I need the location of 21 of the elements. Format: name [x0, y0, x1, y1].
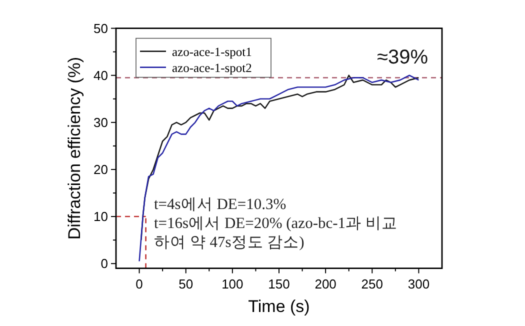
- annotation: t=16s에서 DE=20% (azo-bc-1과 비교: [154, 215, 398, 232]
- y-axis-title: Diffraction efficiency (%): [65, 56, 84, 240]
- legend-label: azo-ace-1-spot2: [172, 60, 252, 75]
- x-axis-title: Time (s): [248, 297, 310, 316]
- y-tick-label: 20: [94, 162, 108, 177]
- x-tick-label: 250: [361, 276, 383, 292]
- x-tick-label: 0: [136, 276, 143, 292]
- annotation: t=4s에서 DE=10.3%: [154, 196, 286, 213]
- y-tick-label: 10: [94, 209, 108, 224]
- y-tick-label: 50: [94, 20, 108, 36]
- y-tick-label: 30: [94, 114, 108, 130]
- y-tick-label: 40: [94, 68, 108, 83]
- legend-label: azo-ace-1-spot1: [172, 44, 252, 59]
- annotation: 하여 약 47s정도 감소): [154, 234, 304, 251]
- x-tick-label: 300: [408, 276, 430, 292]
- y-tick-label: 0: [100, 256, 108, 272]
- x-tick-label: 150: [268, 276, 290, 292]
- ref-line-label: ≈39%: [376, 46, 428, 69]
- x-tick-label: 200: [314, 276, 336, 292]
- x-tick-label: 50: [178, 276, 194, 292]
- x-tick-label: 100: [222, 276, 244, 292]
